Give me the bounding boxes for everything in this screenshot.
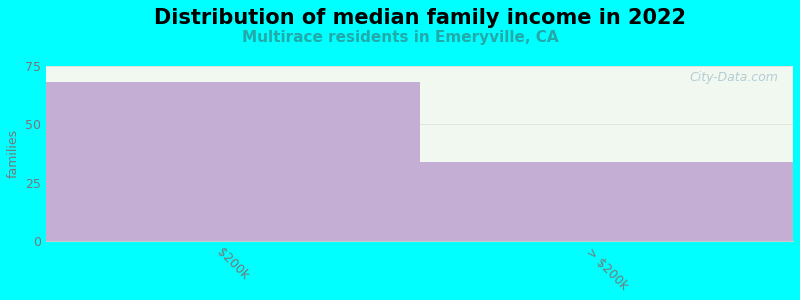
Bar <box>46 82 420 241</box>
Bar <box>420 162 793 241</box>
Text: Multirace residents in Emeryville, CA: Multirace residents in Emeryville, CA <box>242 30 558 45</box>
Text: City-Data.com: City-Data.com <box>690 71 778 84</box>
Title: Distribution of median family income in 2022: Distribution of median family income in … <box>154 8 686 28</box>
Y-axis label: families: families <box>7 129 20 178</box>
